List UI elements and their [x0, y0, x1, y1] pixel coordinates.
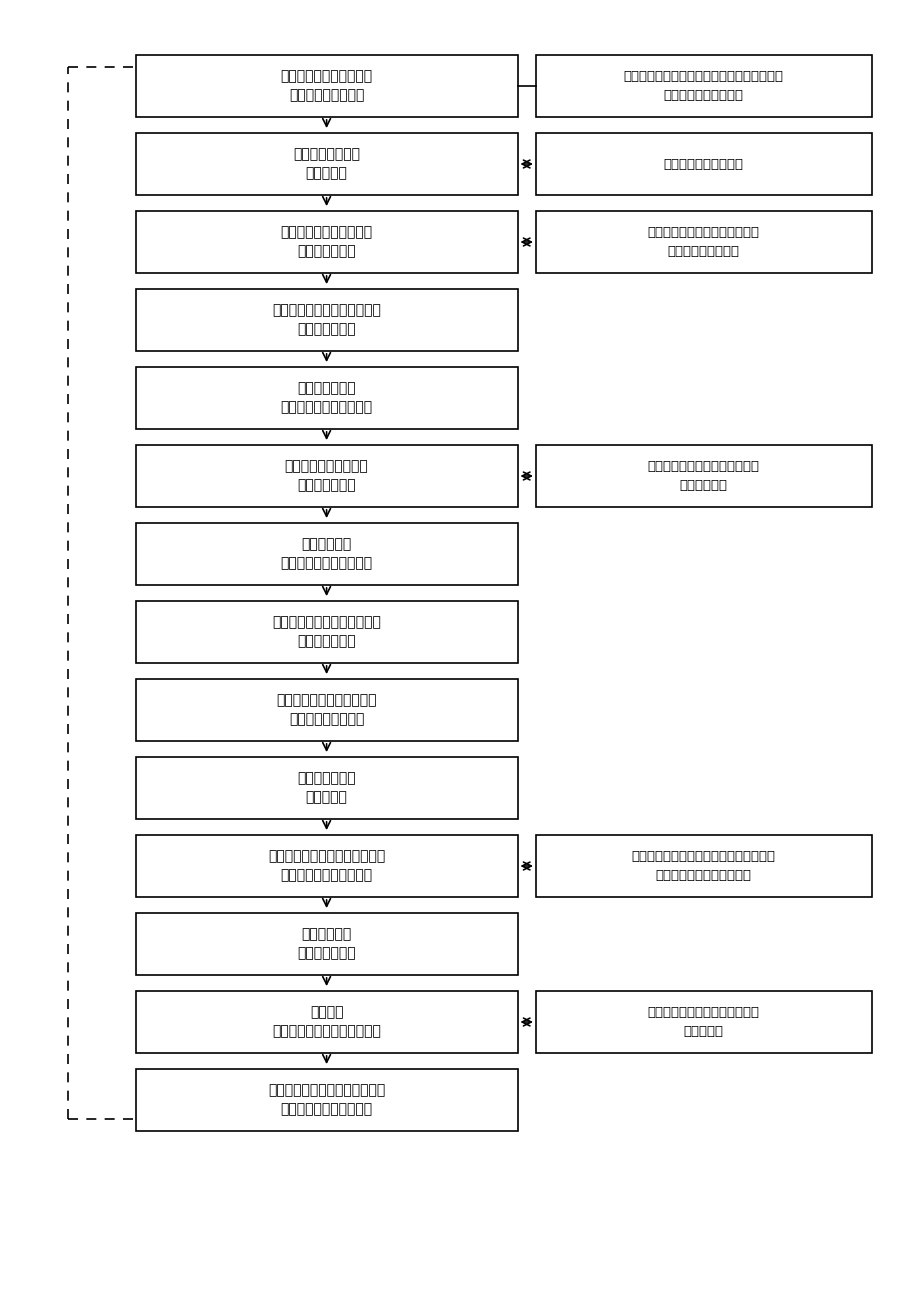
- Bar: [136, 367, 517, 428]
- Bar: [136, 680, 517, 741]
- Text: 解答标书疑问、发送补充文件: 解答标书疑问、发送补充文件: [272, 616, 380, 630]
- Text: 组织开标、评标，编写评标报告: 组织开标、评标，编写评标报告: [267, 850, 385, 863]
- Bar: [136, 523, 517, 585]
- Text: 组建招标工作小组: 组建招标工作小组: [293, 147, 359, 161]
- Text: 发售招标文件: 发售招标文件: [301, 538, 351, 552]
- Text: （办公室、材料采购组）: （办公室、材料采购组）: [280, 400, 372, 414]
- Text: （材料采购组、财务处）: （材料采购组、财务处）: [280, 1103, 372, 1116]
- Bar: [136, 1069, 517, 1131]
- Bar: [136, 835, 517, 897]
- Text: 商签合同: 商签合同: [310, 1005, 343, 1019]
- Text: 提出报标入围企业名单: 提出报标入围企业名单: [284, 460, 369, 474]
- Text: 组批准审查: 组批准审查: [683, 1025, 723, 1038]
- Bar: [536, 445, 871, 506]
- Text: 投标单位报名登记和资格审查: 投标单位报名登记和资格审查: [272, 303, 380, 318]
- Text: （土建组、水电组）: （土建组、水电组）: [289, 89, 364, 103]
- Text: （材料采购组）: （材料采购组）: [297, 634, 356, 648]
- Text: 组织评标专家组: 组织评标专家组: [297, 772, 356, 785]
- Bar: [136, 756, 517, 819]
- Text: 技术标准、供货时间等: 技术标准、供货时间等: [664, 89, 743, 102]
- Text: 招标工作小组研究并报学校招标: 招标工作小组研究并报学校招标: [647, 227, 759, 240]
- Text: （办公室）: （办公室）: [305, 167, 347, 180]
- Text: （材料采购组、办公室）: （材料采购组、办公室）: [280, 868, 372, 883]
- Bar: [536, 991, 871, 1053]
- Text: 必要时组织考察: 必要时组织考察: [297, 381, 356, 396]
- Text: （监督组）: （监督组）: [305, 790, 347, 805]
- Text: 接受投标文件及投标保证金: 接受投标文件及投标保证金: [276, 694, 377, 708]
- Text: 学校有关职能部门参加: 学校有关职能部门参加: [664, 158, 743, 171]
- Bar: [136, 289, 517, 352]
- Bar: [536, 835, 871, 897]
- Text: （材料采购组）: （材料采购组）: [297, 478, 356, 492]
- Text: 材料和设备的品名、规格、数量、质量要求、: 材料和设备的品名、规格、数量、质量要求、: [623, 70, 783, 83]
- Bar: [136, 991, 517, 1053]
- Text: 领导小组批准后实施: 领导小组批准后实施: [667, 245, 739, 258]
- Bar: [136, 913, 517, 975]
- Text: （材料采购组、总承包单位）: （材料采购组、总承包单位）: [272, 1025, 380, 1038]
- Text: （材料采购组）: （材料采购组）: [297, 323, 356, 336]
- Bar: [536, 133, 871, 195]
- Text: （材料采购组）: （材料采购组）: [297, 245, 356, 258]
- Text: 招标工作小组研究并报学校招标: 招标工作小组研究并报学校招标: [647, 460, 759, 473]
- Text: （材料采购组）: （材料采购组）: [297, 947, 356, 961]
- Text: 发中标通知书: 发中标通知书: [301, 928, 351, 941]
- Text: （材料采购组、办公室）: （材料采购组、办公室）: [280, 556, 372, 570]
- Text: 编制招标文件和评标标准: 编制招标文件和评标标准: [280, 225, 372, 240]
- Text: （监督组、财务处）: （监督组、财务处）: [289, 712, 364, 727]
- Text: 招标领导小组决定中标单位: 招标领导小组决定中标单位: [655, 868, 751, 881]
- Text: 招标工作小组在评标基础上研究并报学校: 招标工作小组在评标基础上研究并报学校: [631, 850, 775, 863]
- Bar: [136, 133, 517, 195]
- Bar: [136, 55, 517, 117]
- Bar: [536, 211, 871, 273]
- Bar: [136, 602, 517, 663]
- Text: 招标工作小组报学校招标领导小: 招标工作小组报学校招标领导小: [647, 1006, 759, 1019]
- Text: 通知未中标者及退还投标保证金: 通知未中标者及退还投标保证金: [267, 1083, 385, 1098]
- Text: 领导小组审定: 领导小组审定: [679, 479, 727, 492]
- Bar: [536, 55, 871, 117]
- Bar: [136, 445, 517, 506]
- Text: 编制材料和设备需求计划: 编制材料和设备需求计划: [280, 70, 372, 83]
- Bar: [136, 211, 517, 273]
